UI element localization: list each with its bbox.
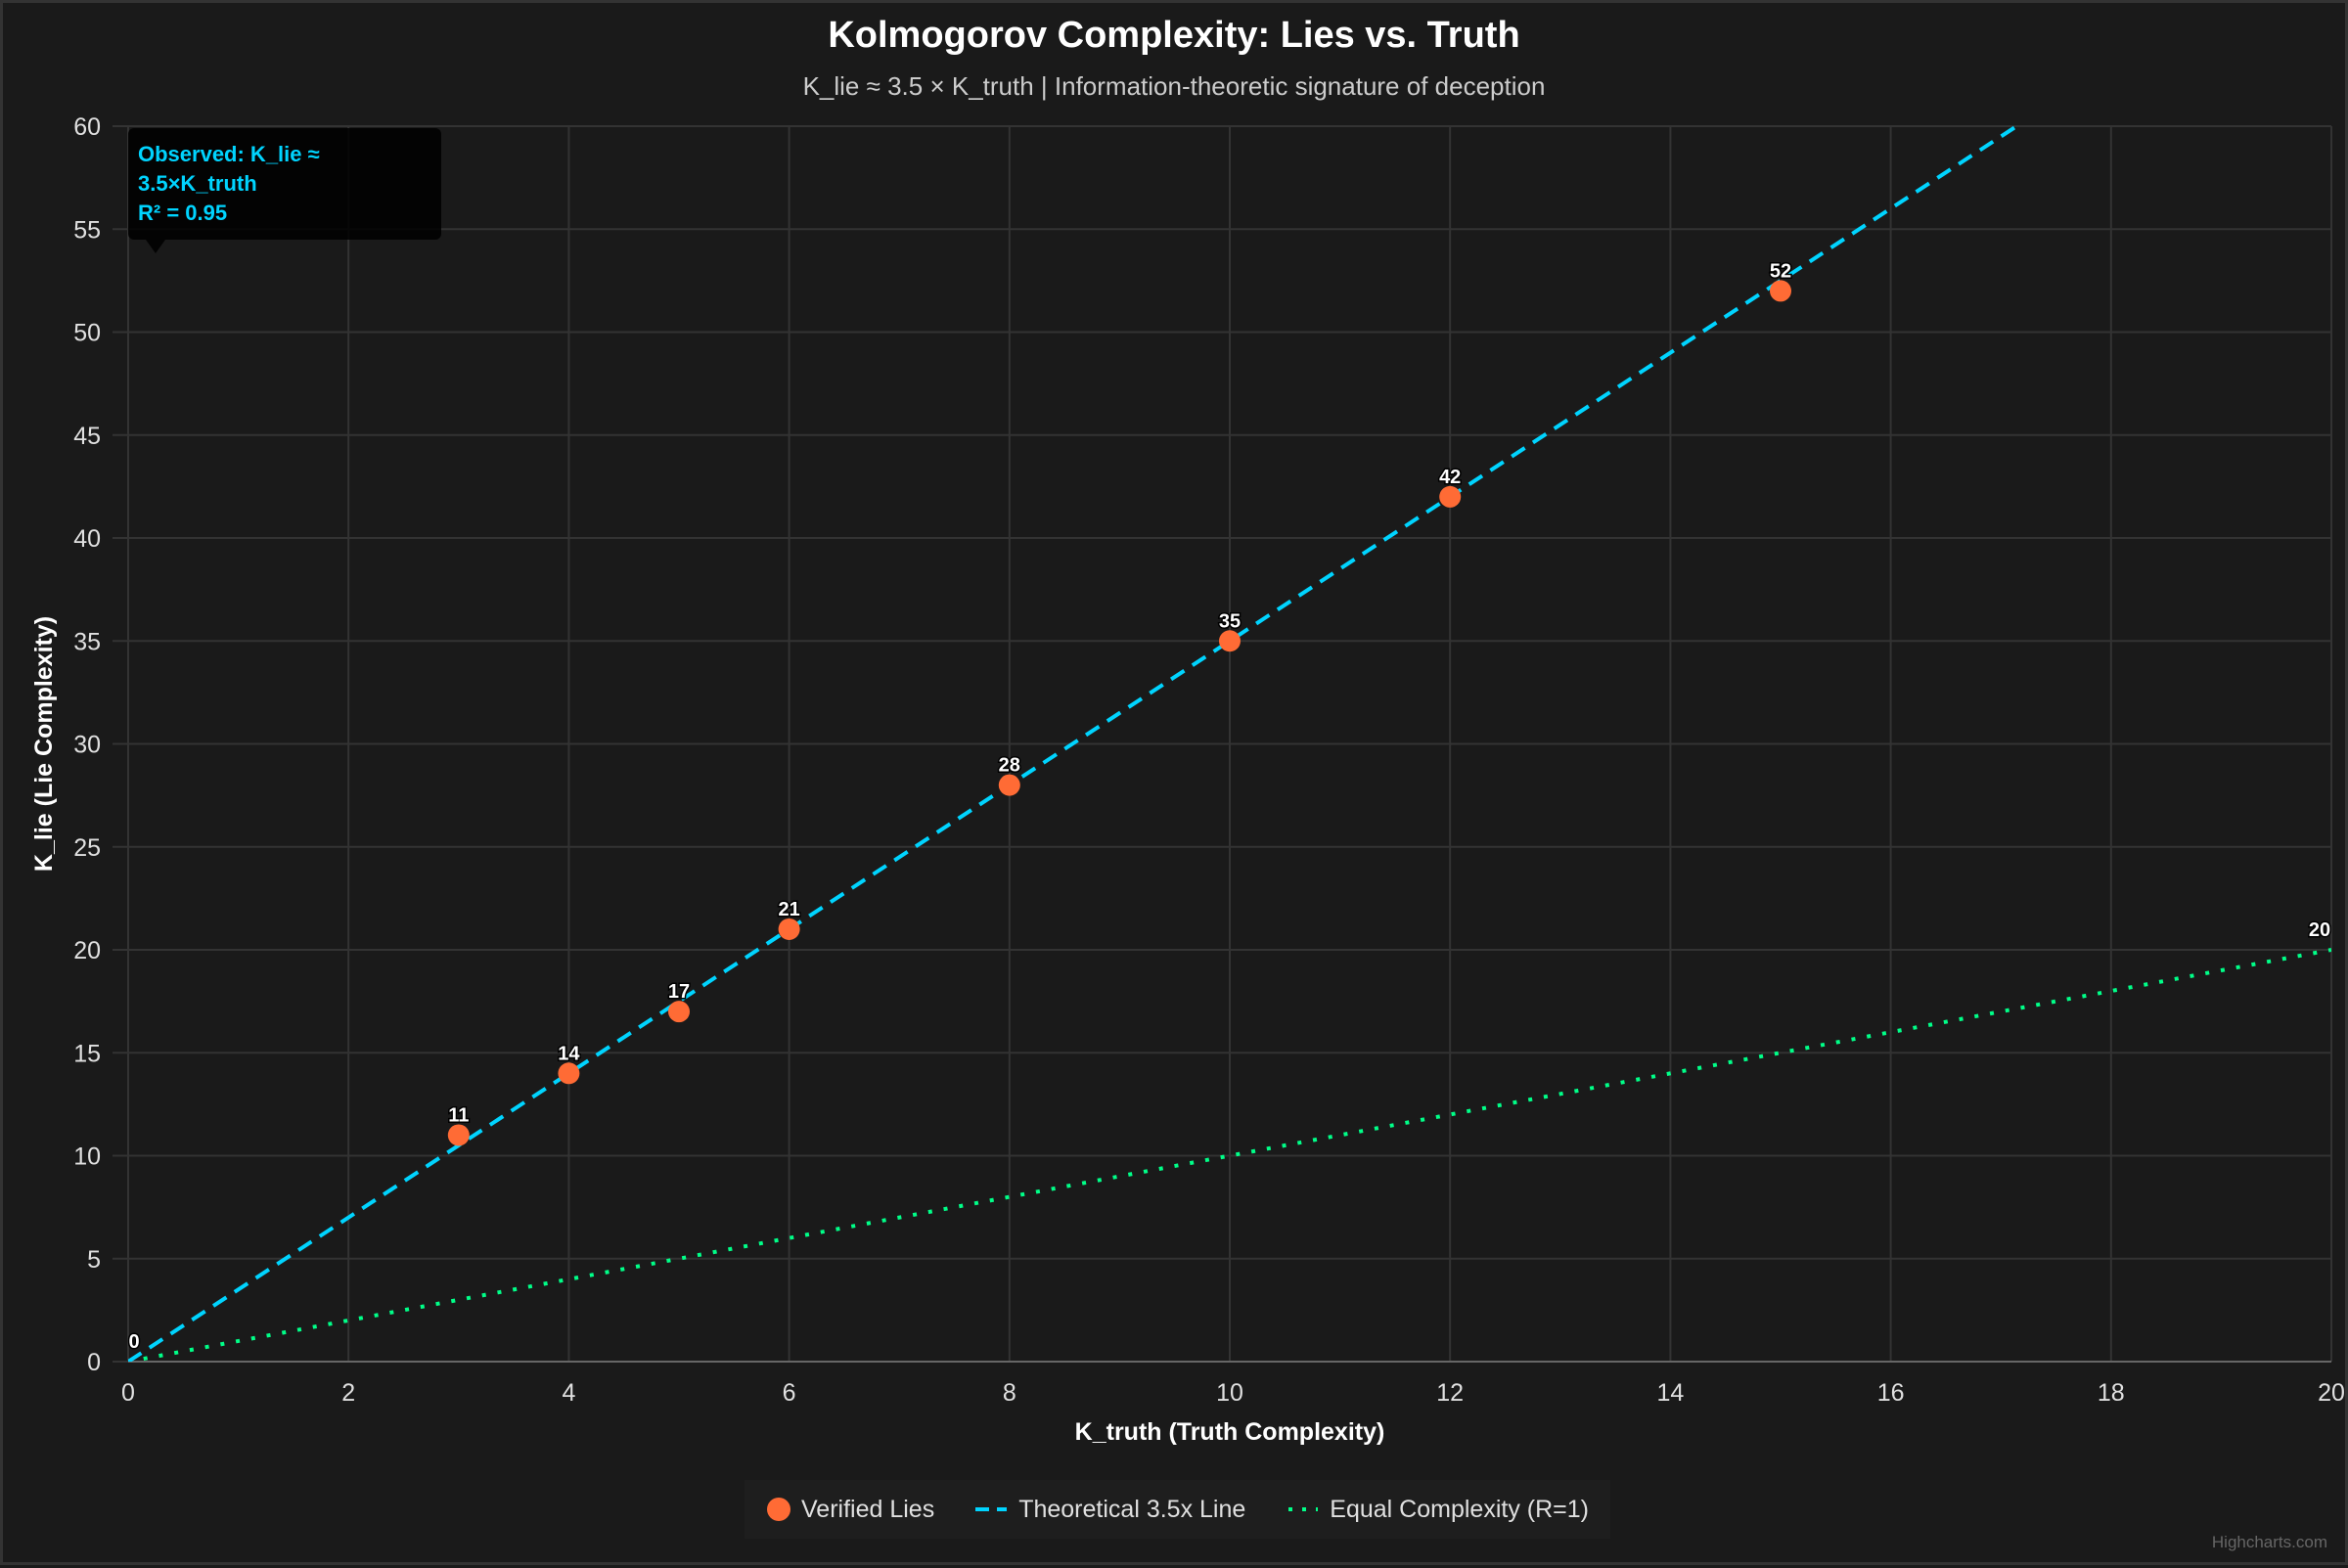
x-tick-label: 16 xyxy=(1877,1379,1905,1407)
verified-lie-point xyxy=(1219,630,1241,652)
y-tick-label: 30 xyxy=(73,732,101,759)
verified-lie-point xyxy=(558,1062,580,1085)
y-tick-label: 5 xyxy=(87,1246,101,1274)
y-tick-label: 60 xyxy=(73,113,101,141)
y-tick-label: 45 xyxy=(73,423,101,450)
verified-lie-point xyxy=(1770,280,1791,302)
y-tick-label: 0 xyxy=(87,1349,101,1376)
legend-label: Verified Lies xyxy=(801,1495,935,1523)
x-tick-label: 0 xyxy=(121,1379,135,1407)
point-data-label: 21 xyxy=(778,899,799,920)
legend-item-equal[interactable]: Equal Complexity (R=1) xyxy=(1285,1496,1589,1524)
legend: Verified Lies Theoretical 3.5x Line Equa… xyxy=(745,1480,1610,1539)
point-data-label: 42 xyxy=(1439,467,1461,488)
y-tick-label: 25 xyxy=(73,834,101,862)
dotted-line-icon xyxy=(1288,1507,1319,1511)
annotation-line1: Observed: K_lie ≈ 3.5×K_truth xyxy=(138,142,320,196)
x-tick-label: 18 xyxy=(2098,1379,2125,1407)
verified-lie-point xyxy=(668,1001,690,1023)
legend-label: Equal Complexity (R=1) xyxy=(1330,1495,1589,1523)
credits-link[interactable]: Highcharts.com xyxy=(2211,1533,2327,1551)
y-tick-label: 15 xyxy=(73,1040,101,1067)
equal-line-data-label: 20 xyxy=(2309,919,2330,941)
point-data-label: 14 xyxy=(558,1043,580,1064)
legend-item-theoretical[interactable]: Theoretical 3.5x Line xyxy=(973,1496,1245,1524)
y-tick-label: 55 xyxy=(73,216,101,244)
x-tick-label: 14 xyxy=(1656,1379,1684,1407)
plot-area: 0 2 4 6 8 10 12 14 16 18 20 0 5 10 15 20 25 30 35 40 45 50 55 6… xyxy=(30,113,2345,1446)
point-data-label: 11 xyxy=(448,1104,469,1126)
verified-lie-point xyxy=(778,918,800,940)
point-data-label: 52 xyxy=(1770,260,1791,282)
annotation-box: Observed: K_lie ≈ 3.5×K_truth R² = 0.95 xyxy=(128,128,441,253)
y-tick-label: 20 xyxy=(73,937,101,964)
chart-subtitle: K_lie ≈ 3.5 × K_truth | Information-theo… xyxy=(802,71,1546,101)
x-tick-label: 4 xyxy=(562,1379,575,1407)
point-data-label: 28 xyxy=(999,755,1020,777)
legend-label: Theoretical 3.5x Line xyxy=(1018,1495,1246,1523)
x-tick-label: 10 xyxy=(1216,1379,1243,1407)
legend-item-verified-lies[interactable]: Verified Lies xyxy=(766,1496,934,1524)
equal-line-data-label: 0 xyxy=(128,1331,139,1353)
point-data-label: 17 xyxy=(668,981,690,1003)
y-tick-label: 50 xyxy=(73,320,101,347)
verified-lie-point xyxy=(998,774,1020,796)
x-tick-label: 12 xyxy=(1436,1379,1464,1407)
dashed-line-icon xyxy=(975,1507,1008,1511)
verified-lie-point xyxy=(447,1124,470,1146)
verified-lie-point xyxy=(1439,485,1462,508)
circle-marker-icon xyxy=(767,1498,790,1521)
y-tick-label: 10 xyxy=(73,1143,101,1171)
x-tick-label: 20 xyxy=(2318,1379,2345,1407)
y-tick-label: 35 xyxy=(73,628,101,655)
point-data-label: 35 xyxy=(1219,610,1241,632)
x-tick-label: 8 xyxy=(1003,1379,1016,1407)
x-tick-label: 2 xyxy=(341,1379,355,1407)
x-axis-title: K_truth (Truth Complexity) xyxy=(1075,1418,1385,1446)
annotation-line2: R² = 0.95 xyxy=(138,201,228,225)
theoretical-line xyxy=(128,126,2020,1362)
y-axis-title: K_lie (Lie Complexity) xyxy=(30,616,58,872)
chart-title: Kolmogorov Complexity: Lies vs. Truth xyxy=(828,15,1520,56)
x-tick-label: 6 xyxy=(783,1379,796,1407)
y-tick-label: 40 xyxy=(73,525,101,553)
